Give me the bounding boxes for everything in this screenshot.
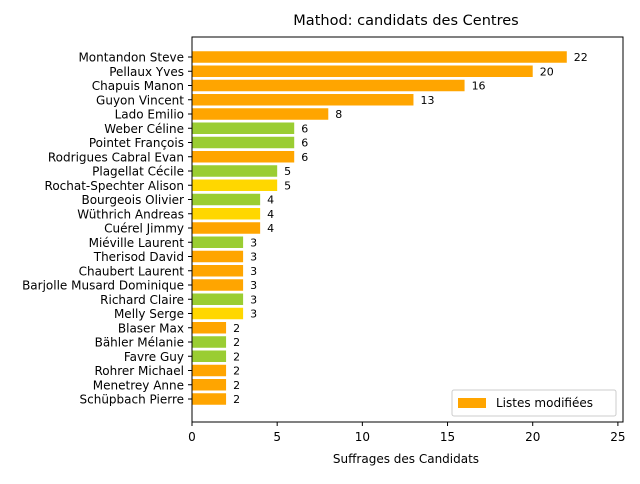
bar-value-label: 2 [233, 379, 240, 392]
bar-value-label: 4 [267, 194, 274, 207]
bar-value-label: 2 [233, 365, 240, 378]
y-tick-label: Rochat-Spechter Alison [45, 179, 184, 193]
y-tick-label: Montandon Steve [78, 51, 184, 65]
bar [192, 136, 295, 149]
bar-value-label: 22 [574, 51, 588, 64]
bar [192, 165, 278, 177]
bar [192, 350, 227, 362]
legend-box [451, 389, 617, 417]
y-tick-label: Menetrey Anne [93, 378, 184, 392]
bar-value-label: 3 [250, 279, 257, 292]
x-tick-label: 0 [188, 430, 196, 444]
bar-value-label: 2 [233, 336, 240, 349]
bar [192, 307, 244, 320]
y-tick-label: Chapuis Manon [92, 79, 184, 93]
bar-value-label: 4 [267, 208, 274, 221]
x-axis: 0 5 10 15 20 25 [188, 422, 626, 444]
bar [192, 108, 329, 120]
y-tick-label: Wüthrich Andreas [77, 207, 184, 221]
bar-value-label: 20 [540, 65, 554, 78]
x-tick-label: 5 [273, 430, 281, 444]
bar [192, 65, 533, 77]
x-tick-label: 20 [525, 430, 540, 444]
bar [192, 336, 227, 348]
y-tick-label: Blaser Max [118, 321, 184, 335]
y-tick-label: Lado Emilio [115, 108, 184, 122]
bar-value-label: 5 [284, 165, 291, 178]
y-tick-label: Guyon Vincent [96, 93, 184, 107]
bar [192, 379, 227, 391]
bar-value-label: 3 [250, 265, 257, 278]
bar [192, 151, 295, 163]
plot-frame [191, 36, 624, 423]
bar-value-label: 16 [472, 80, 486, 93]
y-tick-label: Favre Guy [124, 350, 184, 364]
bar [192, 122, 295, 134]
legend: Listes modifiées [451, 389, 617, 417]
bar-value-label: 3 [250, 308, 257, 321]
y-tick-label: Bähler Mélanie [95, 336, 184, 350]
bar [192, 265, 244, 277]
bar-value-label: 6 [301, 137, 308, 150]
bar-value-label: 2 [233, 350, 240, 363]
legend-label: Listes modifiées [496, 396, 593, 410]
bar [192, 393, 227, 405]
y-tick-label: Pellaux Yves [109, 65, 184, 79]
bar [192, 364, 227, 377]
bar [192, 208, 261, 220]
bar-value-label: 3 [250, 251, 257, 264]
bar-value-label: 6 [301, 151, 308, 164]
bar [192, 193, 261, 206]
legend-swatch [458, 398, 486, 408]
bar [192, 222, 261, 234]
y-tick-label: Pointet François [89, 136, 184, 150]
bar-value-label: 2 [233, 393, 240, 406]
y-tick-label: Rodrigues Cabral Evan [48, 150, 184, 164]
bar-value-label: 8 [335, 108, 342, 121]
x-tick-label: 15 [440, 430, 455, 444]
y-tick-label: Melly Serge [114, 307, 184, 321]
bar-value-label: 13 [420, 94, 434, 107]
y-tick-label: Bourgeois Olivier [81, 193, 184, 207]
y-tick-label: Weber Céline [104, 122, 184, 136]
bar-value-label: 2 [233, 322, 240, 335]
bar-value-label: 3 [250, 293, 257, 306]
bar [192, 279, 244, 291]
y-tick-label: Schüpbach Pierre [80, 393, 185, 407]
chart-title: Mathod: candidats des Centres [293, 13, 518, 29]
bar [192, 94, 414, 106]
y-tick-label: Rohrer Michael [94, 364, 184, 378]
bar [192, 250, 244, 263]
x-tick-label: 10 [355, 430, 370, 444]
x-tick-label: 25 [610, 430, 625, 444]
bar-value-label: 3 [250, 236, 257, 249]
y-tick-label: Barjolle Musard Dominique [22, 279, 184, 293]
bar [192, 236, 244, 248]
bar-value-label: 6 [301, 122, 308, 135]
x-axis-label: Suffrages des Candidats [333, 452, 479, 466]
bar [192, 293, 244, 305]
y-tick-label: Miéville Laurent [89, 236, 185, 250]
bar [192, 51, 567, 63]
y-tick-label: Cuérel Jimmy [104, 222, 184, 236]
bar [192, 179, 278, 191]
bar [192, 322, 227, 334]
y-tick-label: Therisod David [93, 250, 184, 264]
y-tick-label: Chaubert Laurent [79, 264, 185, 278]
y-tick-label: Plagellat Cécile [92, 165, 184, 179]
bar-value-label: 4 [267, 222, 274, 235]
y-tick-label: Richard Claire [100, 293, 184, 307]
bar [192, 79, 465, 92]
bar-value-label: 5 [284, 179, 291, 192]
